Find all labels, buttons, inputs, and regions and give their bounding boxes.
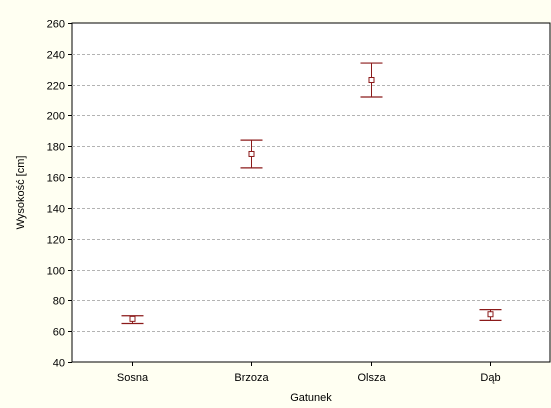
x-axis-title: Gatunek xyxy=(290,392,332,404)
y-tick-label: 160 xyxy=(47,173,65,185)
y-tick-label: 180 xyxy=(47,142,65,154)
mean-marker xyxy=(248,150,255,157)
y-tick-label: 120 xyxy=(47,235,65,247)
mean-marker xyxy=(368,77,375,84)
y-tick-label: 140 xyxy=(47,204,65,216)
plot-frame xyxy=(71,22,551,363)
x-tick-label: Brzoza xyxy=(234,372,269,384)
y-tick-label: 200 xyxy=(47,111,65,123)
y-tick-label: 40 xyxy=(53,358,65,370)
mean-marker xyxy=(129,315,136,322)
x-tick-label: Sosna xyxy=(117,372,149,384)
y-axis-title: Wysokość [cm] xyxy=(15,156,27,230)
y-tick-label: 220 xyxy=(47,81,65,93)
y-tick-label: 240 xyxy=(47,50,65,62)
x-tick-label: Dąb xyxy=(480,372,500,384)
y-tick-label: 60 xyxy=(53,327,65,339)
x-axis-ticks: Sosna Brzoza Olsza Dąb xyxy=(117,362,501,384)
mean-marker xyxy=(487,311,494,318)
plot-area xyxy=(71,22,551,363)
y-tick-label: 100 xyxy=(47,266,65,278)
data-points xyxy=(121,62,502,325)
y-tick-label: 260 xyxy=(47,19,65,31)
x-tick-label: Olsza xyxy=(357,372,386,384)
y-tick-label: 80 xyxy=(53,296,65,308)
y-axis-ticks: 40 60 80 100 120 140 160 180 200 220 240 260 xyxy=(47,19,72,370)
